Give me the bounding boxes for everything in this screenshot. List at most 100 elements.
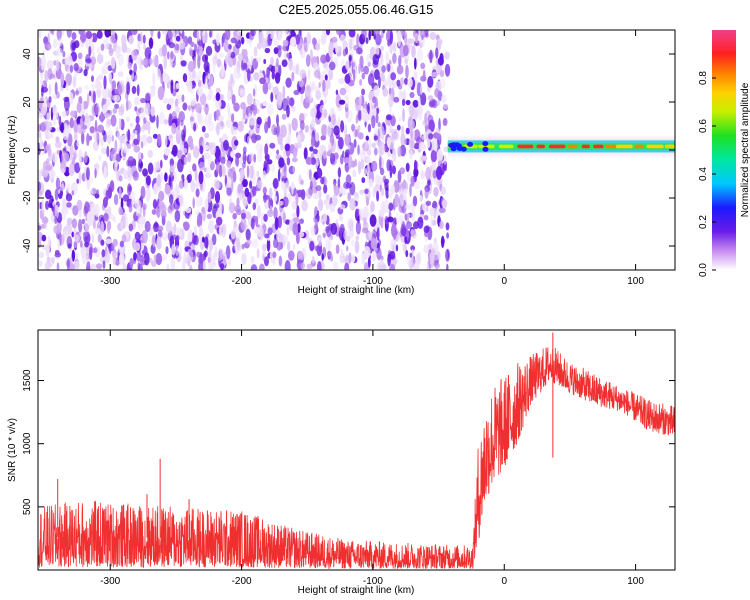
noise-blotch	[276, 149, 280, 155]
noise-blotch	[372, 96, 377, 104]
noise-blotch	[446, 232, 449, 239]
noise-blotch	[339, 87, 347, 96]
noise-blotch	[391, 131, 398, 140]
signal-band-blob	[482, 141, 489, 147]
noise-blotch	[174, 210, 181, 223]
noise-blotch	[43, 96, 47, 103]
noise-blotch	[363, 65, 369, 75]
noise-blotch	[370, 238, 378, 250]
noise-blotch	[146, 187, 152, 200]
noise-blotch	[160, 159, 163, 169]
noise-blotch	[150, 30, 154, 38]
noise-blotch	[330, 222, 338, 235]
noise-blotch	[215, 32, 221, 46]
noise-blotch	[60, 72, 65, 87]
noise-blotch	[240, 155, 243, 167]
noise-blotch	[357, 144, 360, 156]
noise-blotch	[172, 30, 176, 38]
noise-blotch	[264, 121, 269, 134]
noise-blotch	[348, 48, 356, 56]
noise-blotch	[387, 188, 394, 198]
noise-blotch	[359, 215, 363, 221]
noise-blotch	[371, 251, 377, 262]
noise-blotch	[107, 65, 113, 72]
noise-blotch	[341, 187, 347, 196]
noise-blotch	[248, 153, 253, 163]
noise-blotch	[344, 94, 349, 109]
noise-blotch	[196, 217, 203, 228]
noise-blotch	[360, 151, 367, 163]
x-tick-label: 100	[627, 576, 644, 587]
noise-blotch	[408, 149, 414, 160]
noise-blotch	[126, 81, 130, 95]
noise-blotch	[261, 212, 264, 226]
noise-blotch	[359, 189, 365, 195]
noise-blotch	[308, 169, 312, 181]
noise-blotch	[218, 247, 223, 262]
noise-blotch	[376, 227, 380, 241]
noise-blotch	[276, 91, 283, 106]
noise-blotch	[78, 208, 83, 218]
noise-blotch	[133, 138, 139, 145]
noise-blotch	[347, 155, 353, 169]
noise-blotch	[47, 235, 50, 246]
noise-blotch	[344, 124, 348, 138]
noise-blotch	[59, 183, 65, 192]
noise-blotch	[69, 144, 74, 157]
noise-blotch	[198, 253, 205, 263]
noise-blotch	[203, 167, 207, 173]
noise-blotch	[427, 95, 434, 102]
noise-blotch	[127, 165, 132, 178]
noise-blotch	[241, 253, 247, 265]
noise-blotch	[78, 86, 82, 94]
noise-blotch	[418, 141, 425, 151]
noise-blotch	[237, 183, 243, 194]
figure-title: C2E5.2025.055.06.46.G15	[279, 2, 434, 17]
noise-blotch	[295, 192, 299, 207]
noise-blotch	[292, 166, 296, 173]
noise-blotch	[387, 253, 391, 267]
noise-blotch	[253, 153, 257, 163]
noise-blotch	[163, 55, 168, 70]
noise-blotch	[427, 76, 434, 88]
snr-panel: -300 -200 -100 0 100 500 1000 1500 Height of s…	[7, 329, 676, 596]
noise-blotch	[414, 57, 417, 70]
noise-blotch	[69, 117, 74, 129]
signal-band-segment	[549, 144, 566, 149]
noise-blotch	[53, 60, 57, 66]
noise-blotch	[382, 30, 385, 34]
noise-blotch	[161, 44, 167, 58]
noise-blotch	[297, 141, 302, 149]
noise-blotch	[400, 30, 405, 37]
noise-blotch	[274, 217, 279, 231]
noise-blotch	[432, 161, 437, 168]
snr-x-ticks: -300 -200 -100 0 100	[100, 330, 644, 587]
noise-blotch	[178, 40, 186, 50]
noise-blotch	[199, 145, 204, 155]
noise-blotch	[360, 64, 364, 73]
noise-blotch	[231, 94, 236, 106]
noise-blotch	[321, 124, 328, 137]
noise-blotch	[395, 212, 399, 224]
noise-blotch	[423, 244, 429, 254]
noise-blotch	[192, 97, 197, 106]
noise-blotch	[266, 159, 273, 165]
noise-blotch	[42, 169, 49, 178]
noise-blotch	[442, 103, 449, 109]
noise-blotch	[282, 196, 289, 208]
noise-blotch	[424, 112, 427, 125]
noise-blotch	[354, 239, 360, 254]
signal-band-blob	[450, 146, 457, 152]
noise-blotch	[203, 250, 208, 258]
noise-blotch	[169, 194, 174, 205]
noise-blotch	[140, 97, 147, 104]
noise-blotch	[435, 58, 439, 66]
noise-blotch	[396, 124, 401, 131]
noise-blotch	[253, 98, 260, 107]
noise-blotch	[280, 124, 287, 138]
noise-blotch	[331, 194, 338, 207]
noise-blotch	[56, 91, 60, 99]
noise-blotch	[373, 147, 378, 156]
noise-blotch	[220, 121, 224, 127]
noise-blotch	[388, 45, 392, 53]
